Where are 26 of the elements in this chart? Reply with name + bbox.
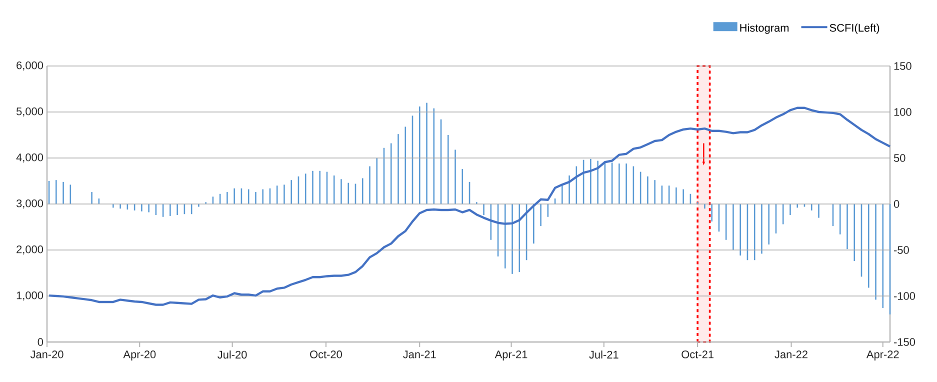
y2-tick-label: 150 — [894, 62, 912, 70]
y2-tick-label: -50 — [894, 246, 909, 254]
y-tick-label: 5,000 — [16, 107, 44, 117]
y2-tick-label: 50 — [894, 154, 906, 162]
y-tick-label: 0 — [38, 338, 44, 346]
x-tick-label: Jan-20 — [30, 350, 64, 358]
y-tick-label: 2,000 — [16, 245, 44, 255]
x-tick-label: Jan-21 — [403, 350, 436, 358]
x-tick-label: Jan-22 — [774, 350, 808, 358]
x-tick-label: Apr-22 — [866, 350, 899, 360]
y2-tick-label: 0 — [894, 200, 900, 208]
legend-label: SCFI(Left) — [830, 24, 880, 34]
x-tick-label: Apr-21 — [494, 350, 528, 360]
x-tick-label: Apr-20 — [123, 350, 156, 360]
y2-tick-label: -100 — [894, 292, 916, 300]
x-tick-label: Oct-20 — [310, 350, 342, 358]
y-tick-label: 3,000 — [16, 199, 44, 209]
y-tick-label: 6,000 — [16, 61, 44, 71]
y2-tick-label: -150 — [894, 338, 916, 346]
x-tick-label: Oct-21 — [682, 350, 714, 358]
y-tick-label: 4,000 — [16, 153, 44, 163]
y-tick-label: 1,000 — [16, 291, 44, 301]
y2-tick-label: 100 — [894, 108, 912, 116]
x-tick-label: Jul-20 — [218, 350, 247, 359]
x-tick-label: Jul-21 — [589, 350, 618, 359]
legend-label: Histogram — [740, 24, 789, 34]
